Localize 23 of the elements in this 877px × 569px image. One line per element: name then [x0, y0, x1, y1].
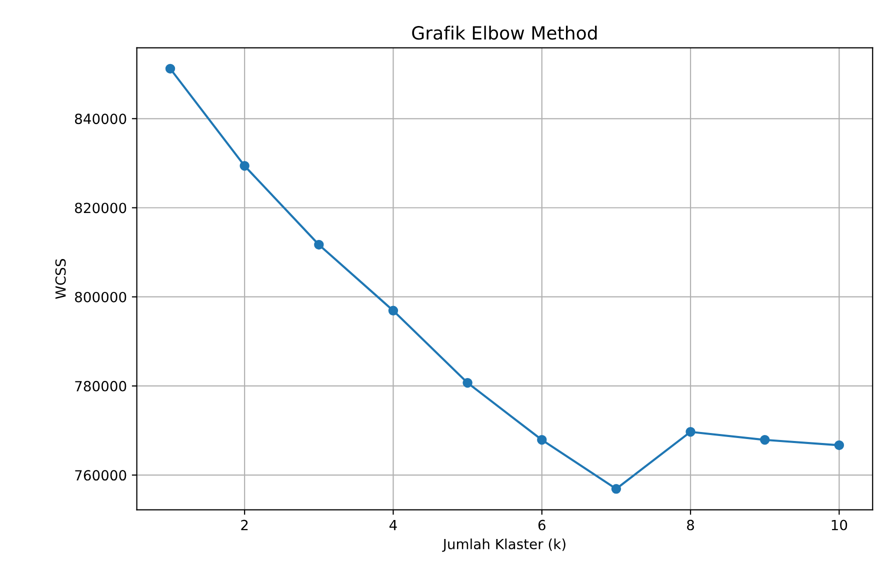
x-tick-label: 8: [687, 520, 694, 530]
x-tick-label: 6: [538, 520, 546, 530]
point: [760, 435, 770, 445]
point: [686, 426, 696, 437]
y-axis-title: WCSS: [55, 259, 66, 299]
y-tick-label: 760000: [75, 470, 126, 481]
y-tick-label: 800000: [75, 292, 126, 302]
x-tick-label: 2: [241, 520, 248, 530]
point: [537, 435, 547, 445]
point: [388, 306, 398, 316]
point: [165, 64, 176, 74]
y-tick-label: 820000: [75, 202, 126, 214]
x-axis-title: Jumlah Klaster (k): [442, 538, 566, 552]
y-tick-label: 780000: [75, 380, 126, 392]
point: [834, 440, 844, 450]
point: [314, 240, 324, 250]
chart-title: Grafik Elbow Method: [412, 26, 597, 40]
x-tick-label: 4: [389, 520, 397, 530]
y-tick-label: 840000: [75, 114, 126, 124]
point: [240, 161, 250, 171]
point: [462, 378, 472, 388]
x-tick-label: 10: [832, 520, 848, 530]
point: [611, 484, 622, 494]
